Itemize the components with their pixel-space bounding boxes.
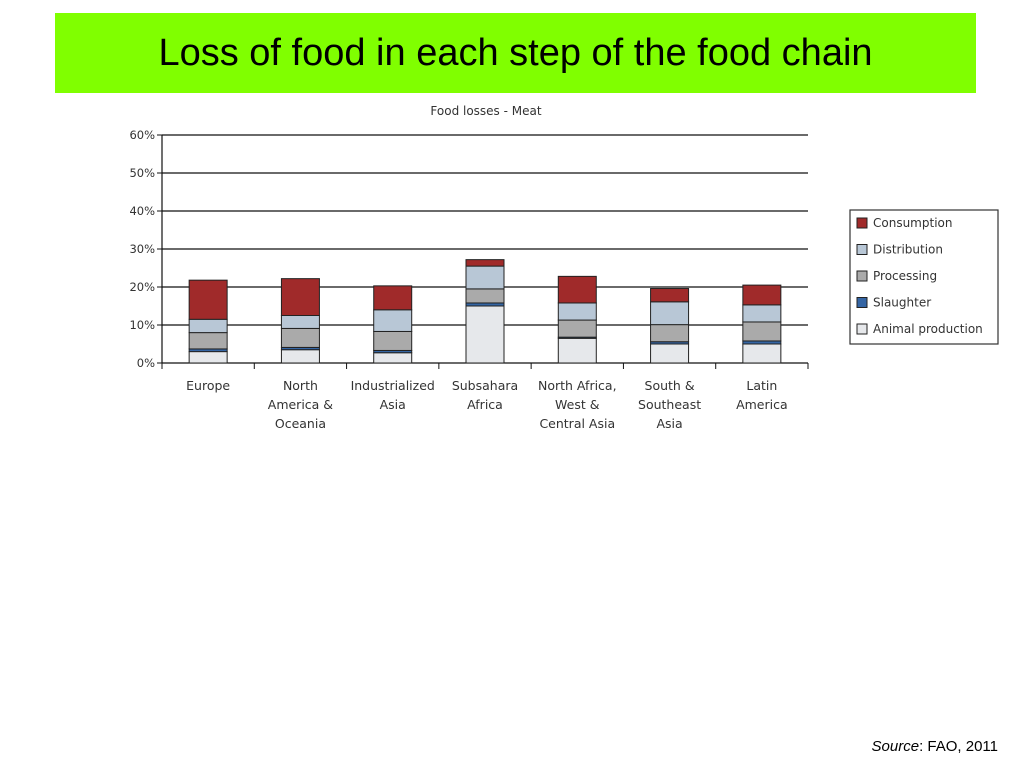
bar-segment-animal-production xyxy=(650,343,690,364)
y-tick-label: 0% xyxy=(137,356,155,370)
bar-segment-consumption xyxy=(650,288,690,303)
bar-segment-distribution xyxy=(742,304,782,323)
bar-segment-animal-production xyxy=(373,352,413,364)
x-tick-label: North America & Oceania xyxy=(268,378,334,431)
legend-label: Processing xyxy=(873,269,937,283)
bar-segment-processing xyxy=(373,330,413,351)
legend-label: Distribution xyxy=(873,243,943,257)
x-axis: Europe North America & Oceania Industrialize… xyxy=(161,135,809,431)
y-tick-label: 50% xyxy=(129,166,155,180)
bar-segment-consumption xyxy=(465,259,505,267)
bar-segment-consumption xyxy=(557,275,597,304)
slide-title: Loss of food in each step of the food ch… xyxy=(158,31,873,74)
legend-swatch xyxy=(856,323,868,335)
y-tick-label: 20% xyxy=(129,280,155,294)
bar-segment-distribution xyxy=(373,309,413,332)
bar-segment-processing xyxy=(742,321,782,342)
bar-segment-distribution xyxy=(557,302,597,321)
bar-segment-animal-production xyxy=(742,343,782,364)
bars xyxy=(188,259,782,364)
bar-segment-processing xyxy=(465,288,505,304)
y-tick-label: 40% xyxy=(129,204,155,218)
y-axis-ticks: 0% 10% 20% 30% 40% 50% 60% xyxy=(129,128,162,370)
source-value: : FAO, 2011 xyxy=(919,738,998,755)
bar-segment-distribution xyxy=(188,318,228,334)
bar-segment-processing xyxy=(650,324,690,343)
bar-segment-distribution xyxy=(465,265,505,290)
source-label: Source xyxy=(871,738,920,755)
legend-box xyxy=(849,209,999,345)
legend-swatch xyxy=(856,217,868,229)
legend-swatch xyxy=(856,297,868,308)
x-tick-label: South & Southeast Asia xyxy=(638,378,701,431)
x-tick-label: Subsahara Africa xyxy=(452,378,518,412)
bar-segment-distribution xyxy=(280,315,320,329)
legend: Consumption Distribution Processing Slaught… xyxy=(849,209,999,345)
legend-swatch xyxy=(856,270,868,282)
bar-segment-processing xyxy=(280,327,320,348)
bar-segment-processing xyxy=(557,319,597,338)
bar-segment-consumption xyxy=(373,285,413,311)
bar-segment-animal-production xyxy=(557,337,597,364)
bar-segment-consumption xyxy=(280,278,320,317)
bar-segment-distribution xyxy=(650,301,690,326)
y-tick-label: 30% xyxy=(129,242,155,256)
chart-title: Food losses - Meat xyxy=(430,104,541,118)
bar-segment-consumption xyxy=(188,279,228,320)
x-tick-label: Europe xyxy=(186,378,230,393)
legend-label: Consumption xyxy=(873,216,952,230)
y-tick-label: 60% xyxy=(129,128,155,142)
title-banner: Loss of food in each step of the food ch… xyxy=(55,13,976,93)
source-note: Source: FAO, 2011 xyxy=(872,738,998,755)
bar-segment-animal-production xyxy=(188,351,228,364)
x-tick-label: Industrialized Asia xyxy=(351,378,435,412)
legend-label: Animal production xyxy=(873,322,983,336)
legend-swatch xyxy=(856,244,868,255)
bar-segment-animal-production xyxy=(280,349,320,364)
bar-segment-processing xyxy=(188,332,228,350)
bar-segment-animal-production xyxy=(465,305,505,364)
legend-label: Slaughter xyxy=(873,296,931,310)
x-tick-label: Latin America xyxy=(736,378,788,412)
y-tick-label: 10% xyxy=(129,318,155,332)
bar-segment-consumption xyxy=(742,284,782,306)
x-tick-label: North Africa, West & Central Asia xyxy=(538,378,617,431)
